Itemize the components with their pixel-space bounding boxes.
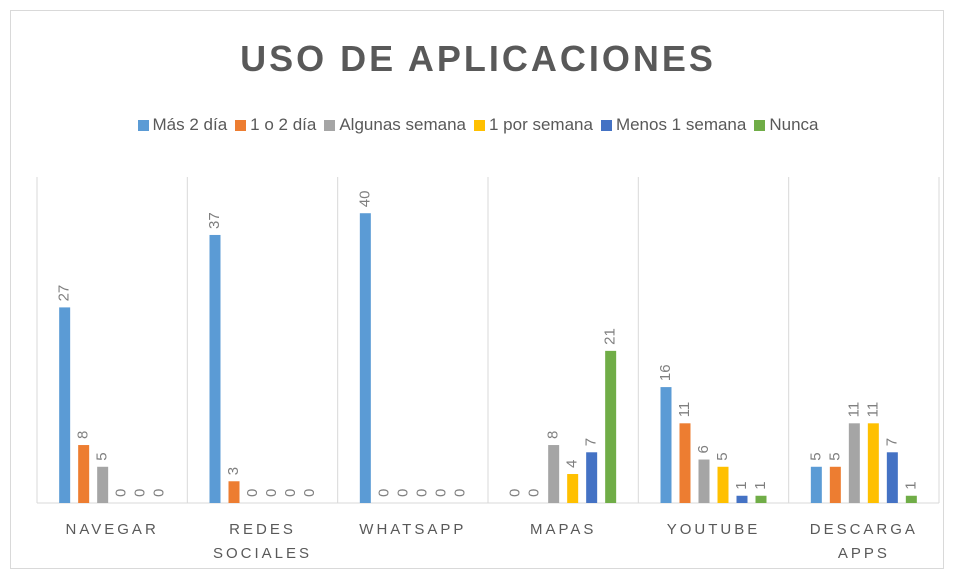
data-label: 8 xyxy=(75,431,92,439)
data-label: 1 xyxy=(733,481,750,489)
data-label: 1 xyxy=(752,481,769,489)
bar xyxy=(228,481,240,503)
legend-item: Menos 1 semana xyxy=(600,115,747,135)
bar xyxy=(567,474,579,503)
data-label: 3 xyxy=(225,467,242,475)
bar xyxy=(829,466,841,503)
legend-label: Algunas semana xyxy=(339,115,466,134)
legend-label: Más 2 día xyxy=(152,115,228,134)
data-label: 0 xyxy=(526,489,543,497)
bar xyxy=(97,466,109,503)
legend-item: Más 2 día xyxy=(137,115,228,135)
legend-swatch xyxy=(137,119,149,131)
data-label: 0 xyxy=(151,489,168,497)
data-label: 11 xyxy=(845,402,862,418)
data-label: 0 xyxy=(132,489,149,497)
data-label: 0 xyxy=(451,489,468,497)
x-tick-label: WHATSAPP xyxy=(359,521,467,538)
bar xyxy=(905,495,917,503)
x-tick-label: MAPAS xyxy=(529,521,597,538)
data-label: 0 xyxy=(244,489,261,497)
legend: Más 2 día 1 o 2 día Algunas semana 1 por se… xyxy=(0,115,956,135)
legend-label: Nunca xyxy=(769,115,819,134)
legend-item: Nunca xyxy=(754,115,818,135)
legend-item: 1 o 2 día xyxy=(235,115,316,135)
bar xyxy=(209,234,221,503)
bar xyxy=(810,466,822,503)
legend-swatch xyxy=(600,119,612,131)
bar xyxy=(59,307,71,503)
bar xyxy=(755,495,767,503)
bar xyxy=(78,445,90,503)
chart-frame xyxy=(10,10,944,569)
legend-label: 1 o 2 día xyxy=(250,115,317,134)
data-label: 11 xyxy=(864,402,881,418)
data-label: 11 xyxy=(676,402,693,418)
data-label: 0 xyxy=(413,489,430,497)
bar xyxy=(660,387,672,503)
data-label: 37 xyxy=(206,212,223,229)
x-tick-label: YOUTUBE xyxy=(666,521,761,538)
data-label: 0 xyxy=(507,489,524,497)
data-label: 0 xyxy=(375,489,392,497)
legend-item: 1 por semana xyxy=(473,115,593,135)
legend-item: Algunas semana xyxy=(324,115,466,135)
data-label: 8 xyxy=(545,431,562,439)
bar xyxy=(848,423,860,503)
legend-label: 1 por semana xyxy=(488,115,593,134)
data-label: 21 xyxy=(602,328,619,345)
bar xyxy=(586,452,598,503)
data-label: 27 xyxy=(56,285,73,302)
bar xyxy=(698,459,710,503)
data-label: 0 xyxy=(282,489,299,497)
chart-title: USO DE APLICACIONES xyxy=(240,38,716,79)
data-label: 7 xyxy=(883,438,900,446)
bar xyxy=(886,452,898,503)
data-label: 5 xyxy=(94,452,111,460)
bar xyxy=(717,466,729,503)
x-tick-label: DESCARGA APPS xyxy=(809,521,918,562)
bar xyxy=(679,423,691,503)
data-label: 16 xyxy=(657,364,674,381)
bar xyxy=(736,495,748,503)
legend-swatch xyxy=(235,119,247,131)
legend-swatch xyxy=(324,119,336,131)
bar xyxy=(605,350,617,503)
data-label: 5 xyxy=(807,452,824,460)
data-label: 0 xyxy=(394,489,411,497)
data-label: 4 xyxy=(564,460,581,468)
data-label: 40 xyxy=(356,191,373,208)
data-label: 1 xyxy=(902,481,919,489)
bar xyxy=(548,445,560,503)
data-label: 0 xyxy=(113,489,130,497)
data-label: 5 xyxy=(826,452,843,460)
bar xyxy=(359,213,371,503)
data-label: 7 xyxy=(583,438,600,446)
legend-swatch xyxy=(754,119,766,131)
legend-label: Menos 1 semana xyxy=(615,115,747,134)
data-label: 0 xyxy=(301,489,318,497)
legend-swatch xyxy=(473,119,485,131)
x-tick-label: REDES SOCIALES xyxy=(212,521,313,562)
bar xyxy=(867,423,879,503)
data-label: 6 xyxy=(695,445,712,453)
data-label: 0 xyxy=(432,489,449,497)
data-label: 0 xyxy=(263,489,280,497)
x-tick-label: NAVEGAR xyxy=(65,521,159,538)
data-label: 5 xyxy=(714,452,731,460)
